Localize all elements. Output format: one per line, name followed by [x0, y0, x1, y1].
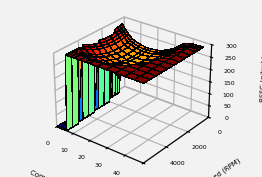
X-axis label: Commanded Fuel (mg/inj): Commanded Fuel (mg/inj) — [29, 169, 115, 177]
Y-axis label: Engine Speed (RPM): Engine Speed (RPM) — [180, 157, 242, 177]
